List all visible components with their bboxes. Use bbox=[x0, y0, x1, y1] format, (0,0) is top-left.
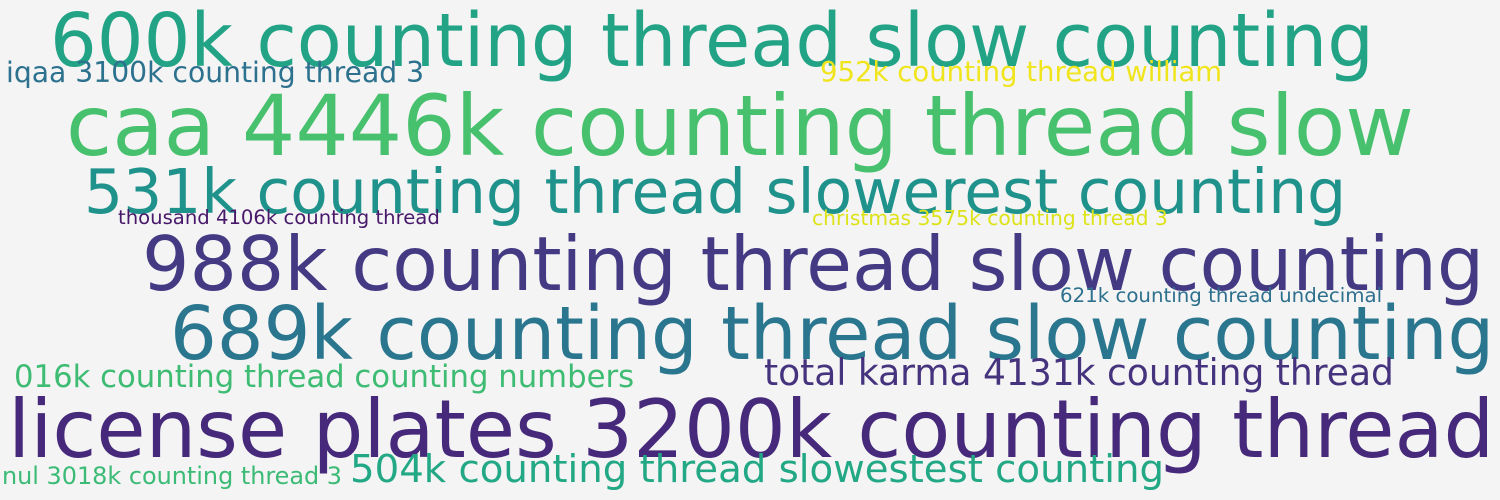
cloud-word: iqaa 3100k counting thread 3 bbox=[6, 55, 425, 89]
cloud-word: 689k counting thread slow counting bbox=[170, 291, 1495, 377]
cloud-word: nul 3018k counting thread 3 bbox=[2, 462, 343, 491]
cloud-word: caa 4446k counting thread slow bbox=[66, 76, 1415, 175]
cloud-word: thousand 4106k counting thread bbox=[118, 206, 440, 230]
cloud-word: 016k counting thread counting numbers bbox=[14, 358, 635, 395]
cloud-word: 988k counting thread slow counting bbox=[142, 220, 1485, 308]
cloud-word: 531k counting thread slowerest counting bbox=[84, 157, 1347, 229]
cloud-word: 952k counting thread william bbox=[820, 56, 1223, 89]
cloud-word: 621k counting thread undecimal bbox=[1060, 284, 1383, 308]
cloud-word: total karma 4131k counting thread bbox=[764, 352, 1394, 394]
cloud-word: christmas 3575k counting thread 3 bbox=[812, 205, 1168, 230]
cloud-word: license plates 3200k counting thread bbox=[8, 382, 1495, 476]
cloud-word: 504k counting thread slowestest counting bbox=[350, 446, 1165, 492]
cloud-word: 600k counting thread slow counting bbox=[50, 0, 1374, 85]
